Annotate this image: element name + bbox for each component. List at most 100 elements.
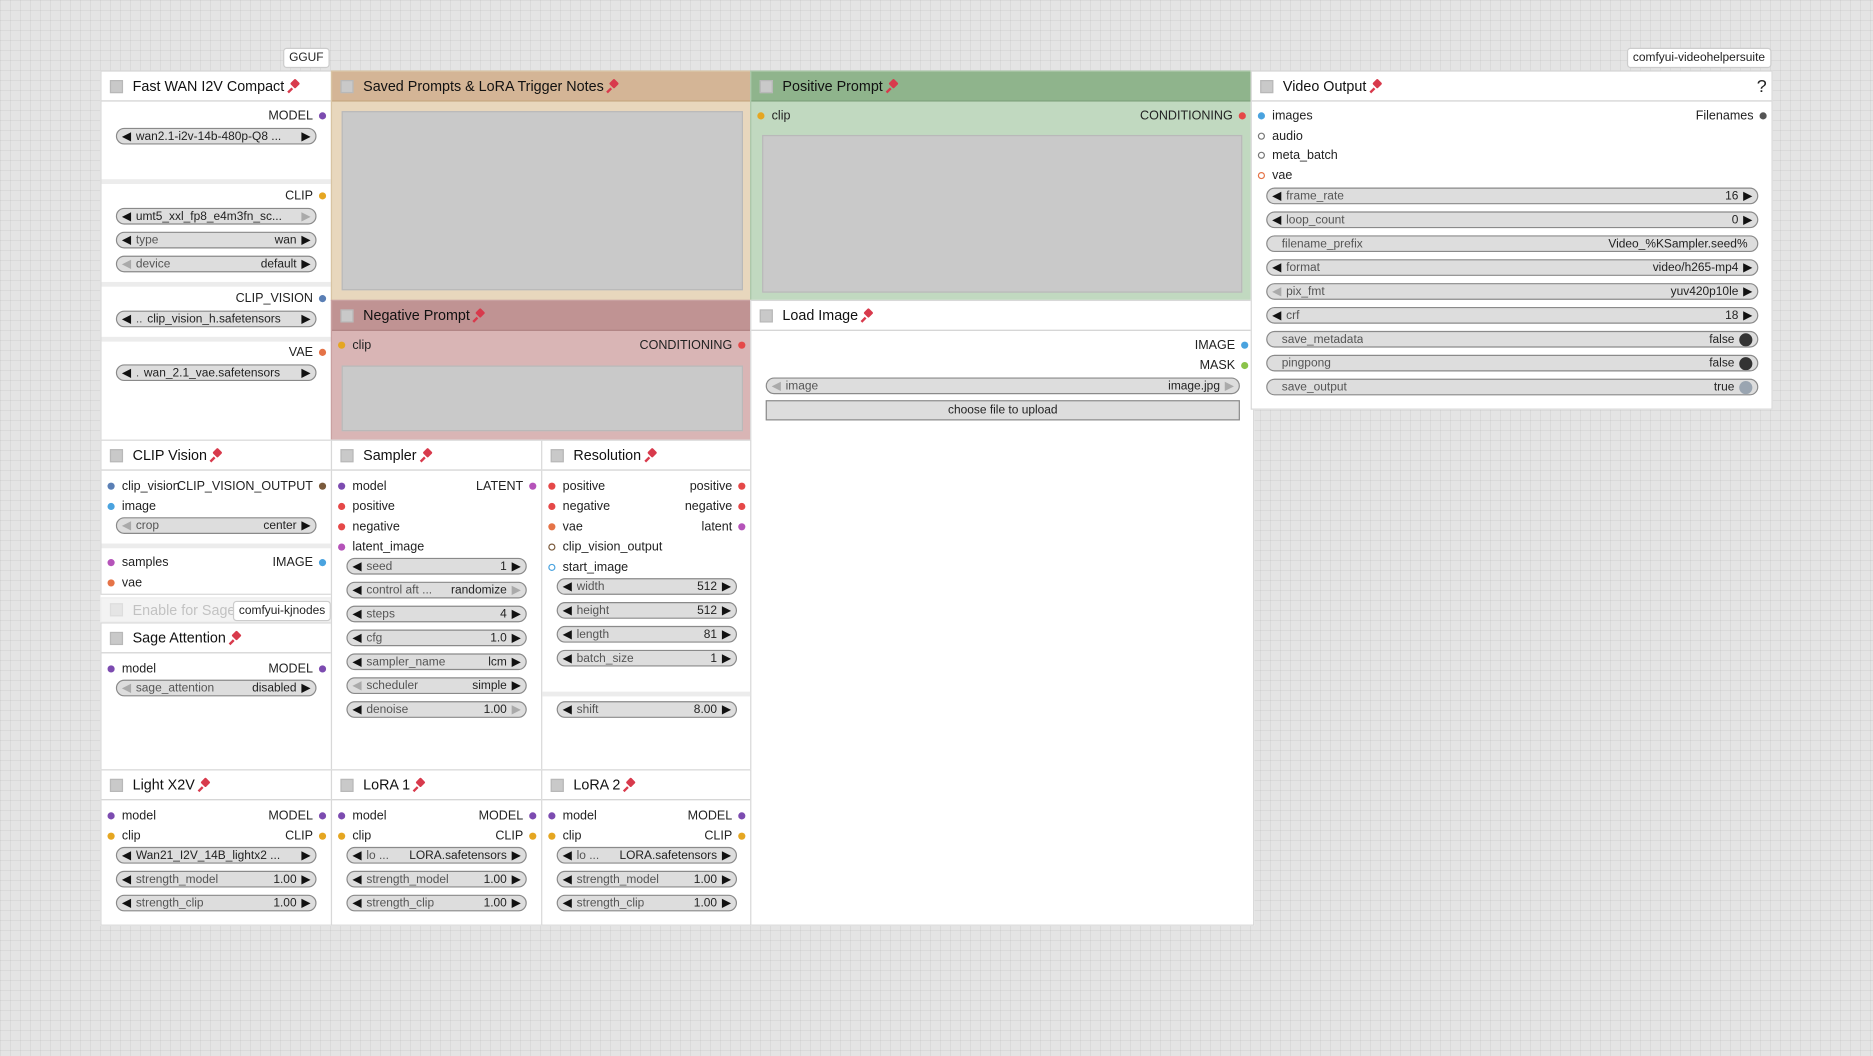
upload-button[interactable]: choose file to upload [765, 400, 1240, 421]
image-dot-icon[interactable] [318, 558, 327, 566]
output-clip[interactable]: CLIP [285, 827, 327, 845]
save-metadata-toggle[interactable]: save_metadata false [1266, 330, 1759, 348]
arrow-left-icon[interactable]: ◀ [121, 848, 132, 862]
arrow-left-icon[interactable]: ◀ [1272, 189, 1282, 203]
node-header[interactable]: Sage Attention [101, 624, 331, 654]
input-image[interactable]: image [107, 497, 156, 515]
arrow-left-icon[interactable]: ◀ [562, 702, 572, 717]
input-model[interactable]: model [338, 806, 387, 824]
arrow-left-icon[interactable]: ◀ [1272, 213, 1282, 227]
input-positive[interactable]: positive [548, 477, 605, 495]
clip-vision-output-dot-icon[interactable] [318, 481, 327, 490]
arrow-right-icon[interactable]: ▶ [511, 702, 521, 717]
arrow-right-icon[interactable]: ▶ [301, 209, 311, 223]
output-model[interactable]: MODEL [268, 806, 327, 824]
output-image[interactable]: IMAGE [273, 553, 327, 571]
arrow-left-icon[interactable]: ◀ [562, 603, 572, 617]
arrow-left-icon[interactable]: ◀ [562, 579, 572, 594]
arrow-left-icon[interactable]: ◀ [562, 848, 572, 862]
node-header[interactable]: Positive Prompt [751, 71, 1251, 102]
arrow-right-icon[interactable]: ▶ [301, 848, 311, 862]
node-sage-attention[interactable]: Sage Attention model MODEL ◀ sage_attenti… [100, 622, 333, 771]
arrow-right-icon[interactable]: ▶ [511, 559, 521, 573]
node-lora-2[interactable]: LoRA 2 model MODEL clip CLIP ◀ lo ... LORA… [541, 769, 752, 926]
model-dot-icon[interactable] [548, 811, 556, 819]
format-widget[interactable]: ◀ format video/h265-mp4 ▶ [1266, 259, 1759, 276]
arrow-right-icon[interactable]: ▶ [721, 872, 732, 886]
node-resolution[interactable]: Resolution positive positive negative ne… [541, 439, 752, 771]
input-clip[interactable]: clip [338, 827, 371, 845]
conditioning-dot-icon[interactable] [338, 502, 346, 510]
output-model[interactable]: MODEL [688, 806, 746, 824]
input-clip[interactable]: clip [757, 106, 790, 124]
conditioning-dot-icon[interactable] [738, 502, 746, 510]
arrow-left-icon[interactable]: ◀ [352, 655, 362, 669]
model-select[interactable]: ◀ wan2.1-i2v-14b-480p-Q8 ... ▶ [115, 127, 317, 145]
vae-select[interactable]: ◀. wan_2.1_vae.safetensors ▶ [115, 364, 317, 382]
node-header[interactable]: Negative Prompt [332, 301, 751, 331]
audio-dot-icon[interactable] [1257, 131, 1265, 140]
conditioning-dot-icon[interactable] [738, 341, 746, 349]
denoise-widget[interactable]: ◀ denoise 1.00 ▶ [346, 701, 527, 718]
clip-dot-icon[interactable] [529, 831, 537, 840]
mask-dot-icon[interactable] [1241, 361, 1249, 369]
notes-textarea[interactable] [341, 111, 743, 291]
input-negative[interactable]: negative [338, 517, 400, 535]
clip-dot-icon[interactable] [338, 341, 346, 349]
model-dot-icon[interactable] [107, 811, 115, 819]
arrow-right-icon[interactable]: ▶ [511, 655, 521, 669]
conditioning-dot-icon[interactable] [738, 481, 746, 490]
arrow-right-icon[interactable]: ▶ [301, 366, 311, 380]
output-negative[interactable]: negative [685, 497, 746, 515]
collapse-toggle[interactable] [340, 308, 354, 322]
collapse-toggle[interactable] [340, 448, 354, 462]
arrow-right-icon[interactable]: ▶ [721, 627, 732, 641]
conditioning-dot-icon[interactable] [338, 522, 346, 530]
latent-dot-icon[interactable] [738, 522, 746, 530]
seed-widget[interactable]: ◀ seed 1 ▶ [346, 557, 527, 575]
arrow-right-icon[interactable]: ▶ [721, 848, 732, 862]
collapse-toggle[interactable] [109, 79, 124, 93]
node-lora-1[interactable]: LoRA 1 model MODEL clip CLIP ◀ lo ... LORA… [330, 769, 543, 926]
arrow-left-icon[interactable]: ◀ [352, 872, 362, 886]
input-model[interactable]: model [338, 477, 387, 495]
node-load-image[interactable]: Load Image IMAGE MASK ◀ image image.jpg ▶ c… [750, 299, 1255, 926]
output-latent[interactable]: latent [702, 517, 746, 535]
output-clip[interactable]: CLIP [704, 827, 746, 845]
pix-fmt-widget[interactable]: ◀ pix_fmt yuv420p10le ▶ [1266, 283, 1759, 300]
model-dot-icon[interactable] [318, 111, 327, 119]
collapse-toggle[interactable] [340, 778, 354, 792]
output-positive[interactable]: positive [690, 477, 746, 495]
arrow-right-icon[interactable]: ▶ [1743, 284, 1753, 299]
sampler-name-widget[interactable]: ◀ sampler_name lcm ▶ [346, 653, 527, 671]
node-header[interactable]: CLIP Vision [101, 441, 331, 471]
vae-dot-icon[interactable] [318, 348, 327, 356]
pin-icon[interactable] [886, 79, 899, 92]
input-samples[interactable]: samples [107, 553, 169, 571]
model-dot-icon[interactable] [318, 811, 327, 819]
arrow-right-icon[interactable]: ▶ [301, 129, 311, 143]
help-icon[interactable]: ? [1756, 75, 1767, 97]
negative-prompt-textarea[interactable] [341, 365, 743, 432]
output-filenames[interactable]: Filenames [1696, 106, 1767, 124]
clip-vision-dot-icon[interactable] [318, 294, 327, 302]
node-header[interactable]: Resolution [542, 441, 751, 471]
input-audio[interactable]: audio [1257, 127, 1303, 145]
filename-prefix-widget[interactable]: filename_prefix Video_%KSampler.seed% [1266, 235, 1759, 253]
input-clip[interactable]: clip [548, 827, 581, 845]
clip-dot-icon[interactable] [318, 831, 327, 840]
clip-dot-icon[interactable] [107, 831, 115, 840]
output-clip[interactable]: CLIP [495, 827, 537, 845]
arrow-right-icon[interactable]: ▶ [721, 603, 732, 617]
input-model[interactable]: model [548, 806, 597, 824]
arrow-left-icon[interactable]: ◀ [121, 366, 132, 380]
model-dot-icon[interactable] [318, 664, 327, 672]
clip-select[interactable]: ◀ umt5_xxl_fp8_e4m3fn_sc... ▶ [115, 207, 317, 225]
pin-icon[interactable] [420, 449, 433, 462]
node-light-x2v[interactable]: Light X2V model MODEL clip CLIP ◀ Wan21_I… [100, 769, 333, 926]
input-clip[interactable]: clip [107, 827, 141, 845]
arrow-left-icon[interactable]: ◀ [562, 627, 572, 641]
collapse-toggle[interactable] [340, 79, 354, 93]
input-positive[interactable]: positive [338, 497, 395, 515]
strength-clip-widget[interactable]: ◀ strength_clip 1.00 ▶ [346, 894, 527, 912]
